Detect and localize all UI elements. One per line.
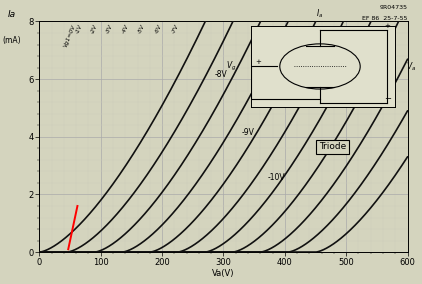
Text: -2V: -2V <box>90 24 98 35</box>
Text: -7V: -7V <box>170 24 179 35</box>
Text: -9V: -9V <box>242 128 255 137</box>
Text: Ia: Ia <box>8 10 16 19</box>
Text: Vg1=0V: Vg1=0V <box>63 24 76 48</box>
Text: -6V: -6V <box>154 24 163 35</box>
Text: EF 86  25-7-55: EF 86 25-7-55 <box>362 16 408 22</box>
X-axis label: Va(V): Va(V) <box>212 270 235 278</box>
Text: -8V: -8V <box>214 70 227 79</box>
Text: (mA): (mA) <box>3 36 21 45</box>
Text: -10V: -10V <box>268 173 285 182</box>
Text: -1V: -1V <box>75 24 83 35</box>
Text: 9R04735: 9R04735 <box>379 5 408 10</box>
Text: -3V: -3V <box>105 24 114 35</box>
Text: Triode: Triode <box>319 142 346 151</box>
Text: -4V: -4V <box>121 24 130 35</box>
Text: -5V: -5V <box>138 24 146 35</box>
